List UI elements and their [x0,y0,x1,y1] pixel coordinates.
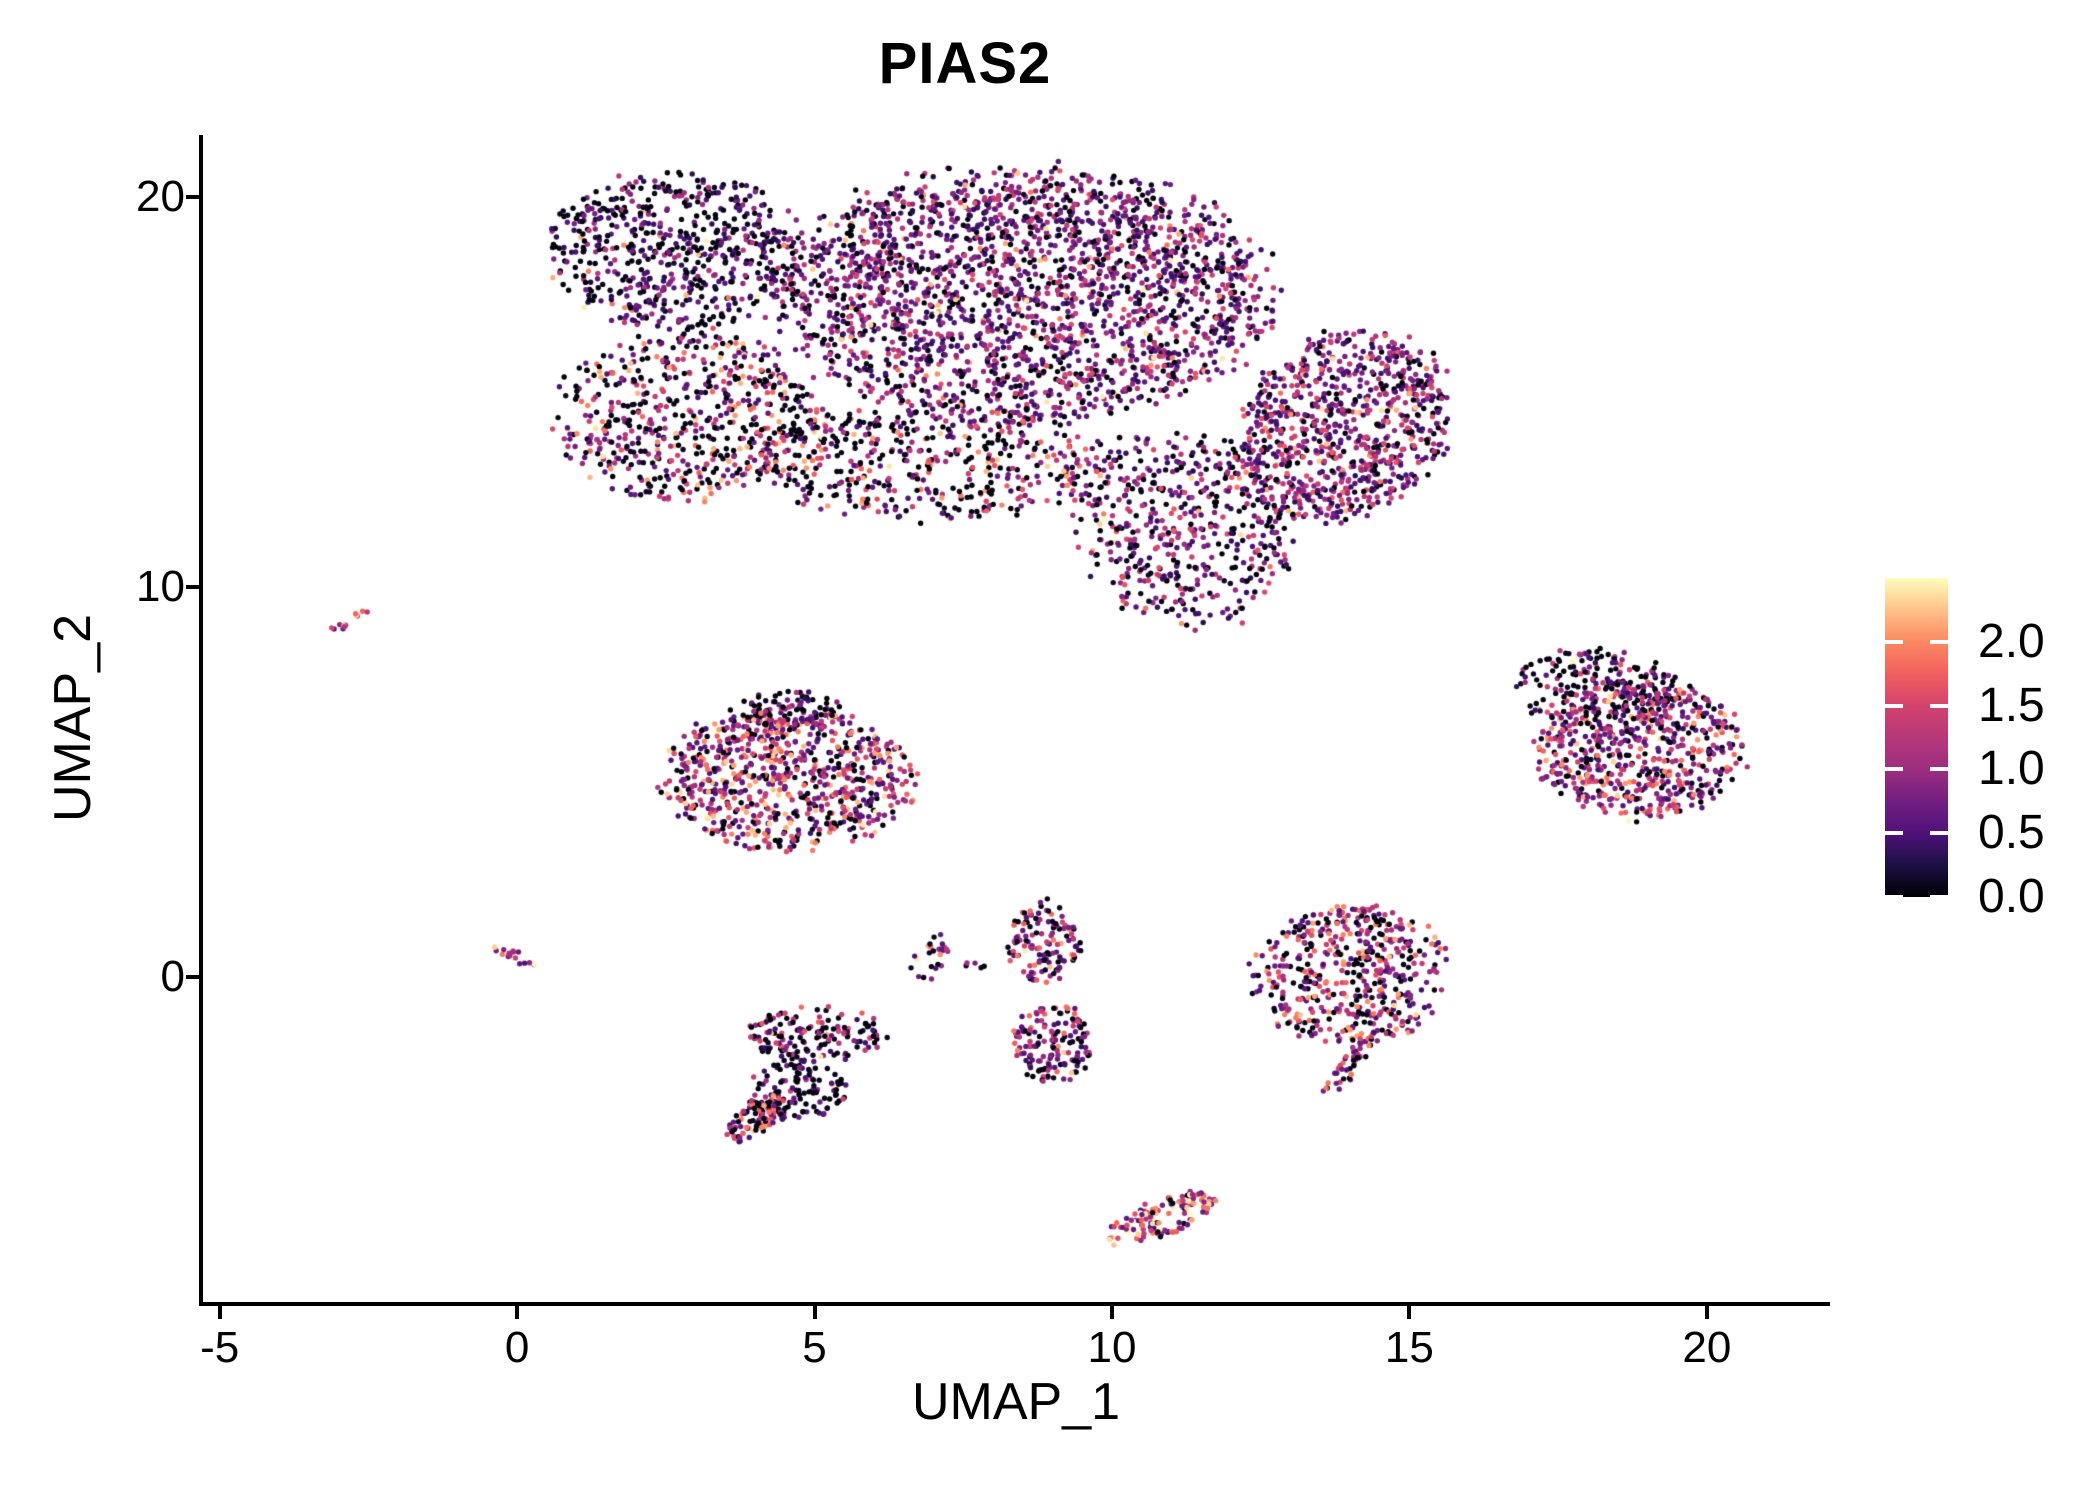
y-tick-label: 20 [136,172,185,222]
x-tick-label: 0 [504,1323,530,1372]
colorbar-tick-mark [1930,767,1948,772]
colorbar-tick-label: 2.0 [1978,614,2045,668]
x-tick-mark [217,1306,222,1319]
x-tick-mark [515,1306,520,1319]
colorbar-tick-label: 0.5 [1978,806,2045,860]
colorbar-tick-mark [1930,703,1948,708]
y-tick-mark [186,195,199,200]
y-tick-mark [186,585,199,590]
colorbar-tick-mark [1930,831,1948,836]
x-tick-label: 15 [1384,1323,1434,1372]
x-tick-mark [812,1306,817,1319]
colorbar-tick-label: 1.0 [1978,742,2045,796]
x-tick-mark [1407,1306,1412,1319]
colorbar-tick-mark [1885,895,1903,897]
x-tick-label: 10 [1087,1323,1137,1372]
colorbar-gradient [1885,578,1948,897]
y-axis-title: UMAP_2 [44,613,102,823]
colorbar-tick-label: 1.5 [1978,678,2045,732]
colorbar-tick-mark [1885,639,1903,644]
x-tick-label: -5 [200,1323,240,1372]
x-tick-label: 20 [1682,1323,1732,1372]
x-tick-mark [1704,1306,1709,1319]
colorbar-tick-mark [1930,639,1948,644]
x-tick-label: 5 [802,1323,827,1372]
y-tick-label: 10 [136,562,185,612]
x-tick-mark [1109,1306,1114,1319]
colorbar-tick-mark [1885,767,1903,772]
colorbar-tick-mark [1885,831,1903,836]
y-tick-mark [186,975,199,980]
x-axis-title: UMAP_1 [911,1373,1121,1431]
colorbar-tick-mark [1930,895,1948,897]
colorbar-tick-mark [1885,703,1903,708]
y-tick-label: 0 [160,952,185,1002]
colorbar-tick-label: 0.0 [1978,870,2045,923]
